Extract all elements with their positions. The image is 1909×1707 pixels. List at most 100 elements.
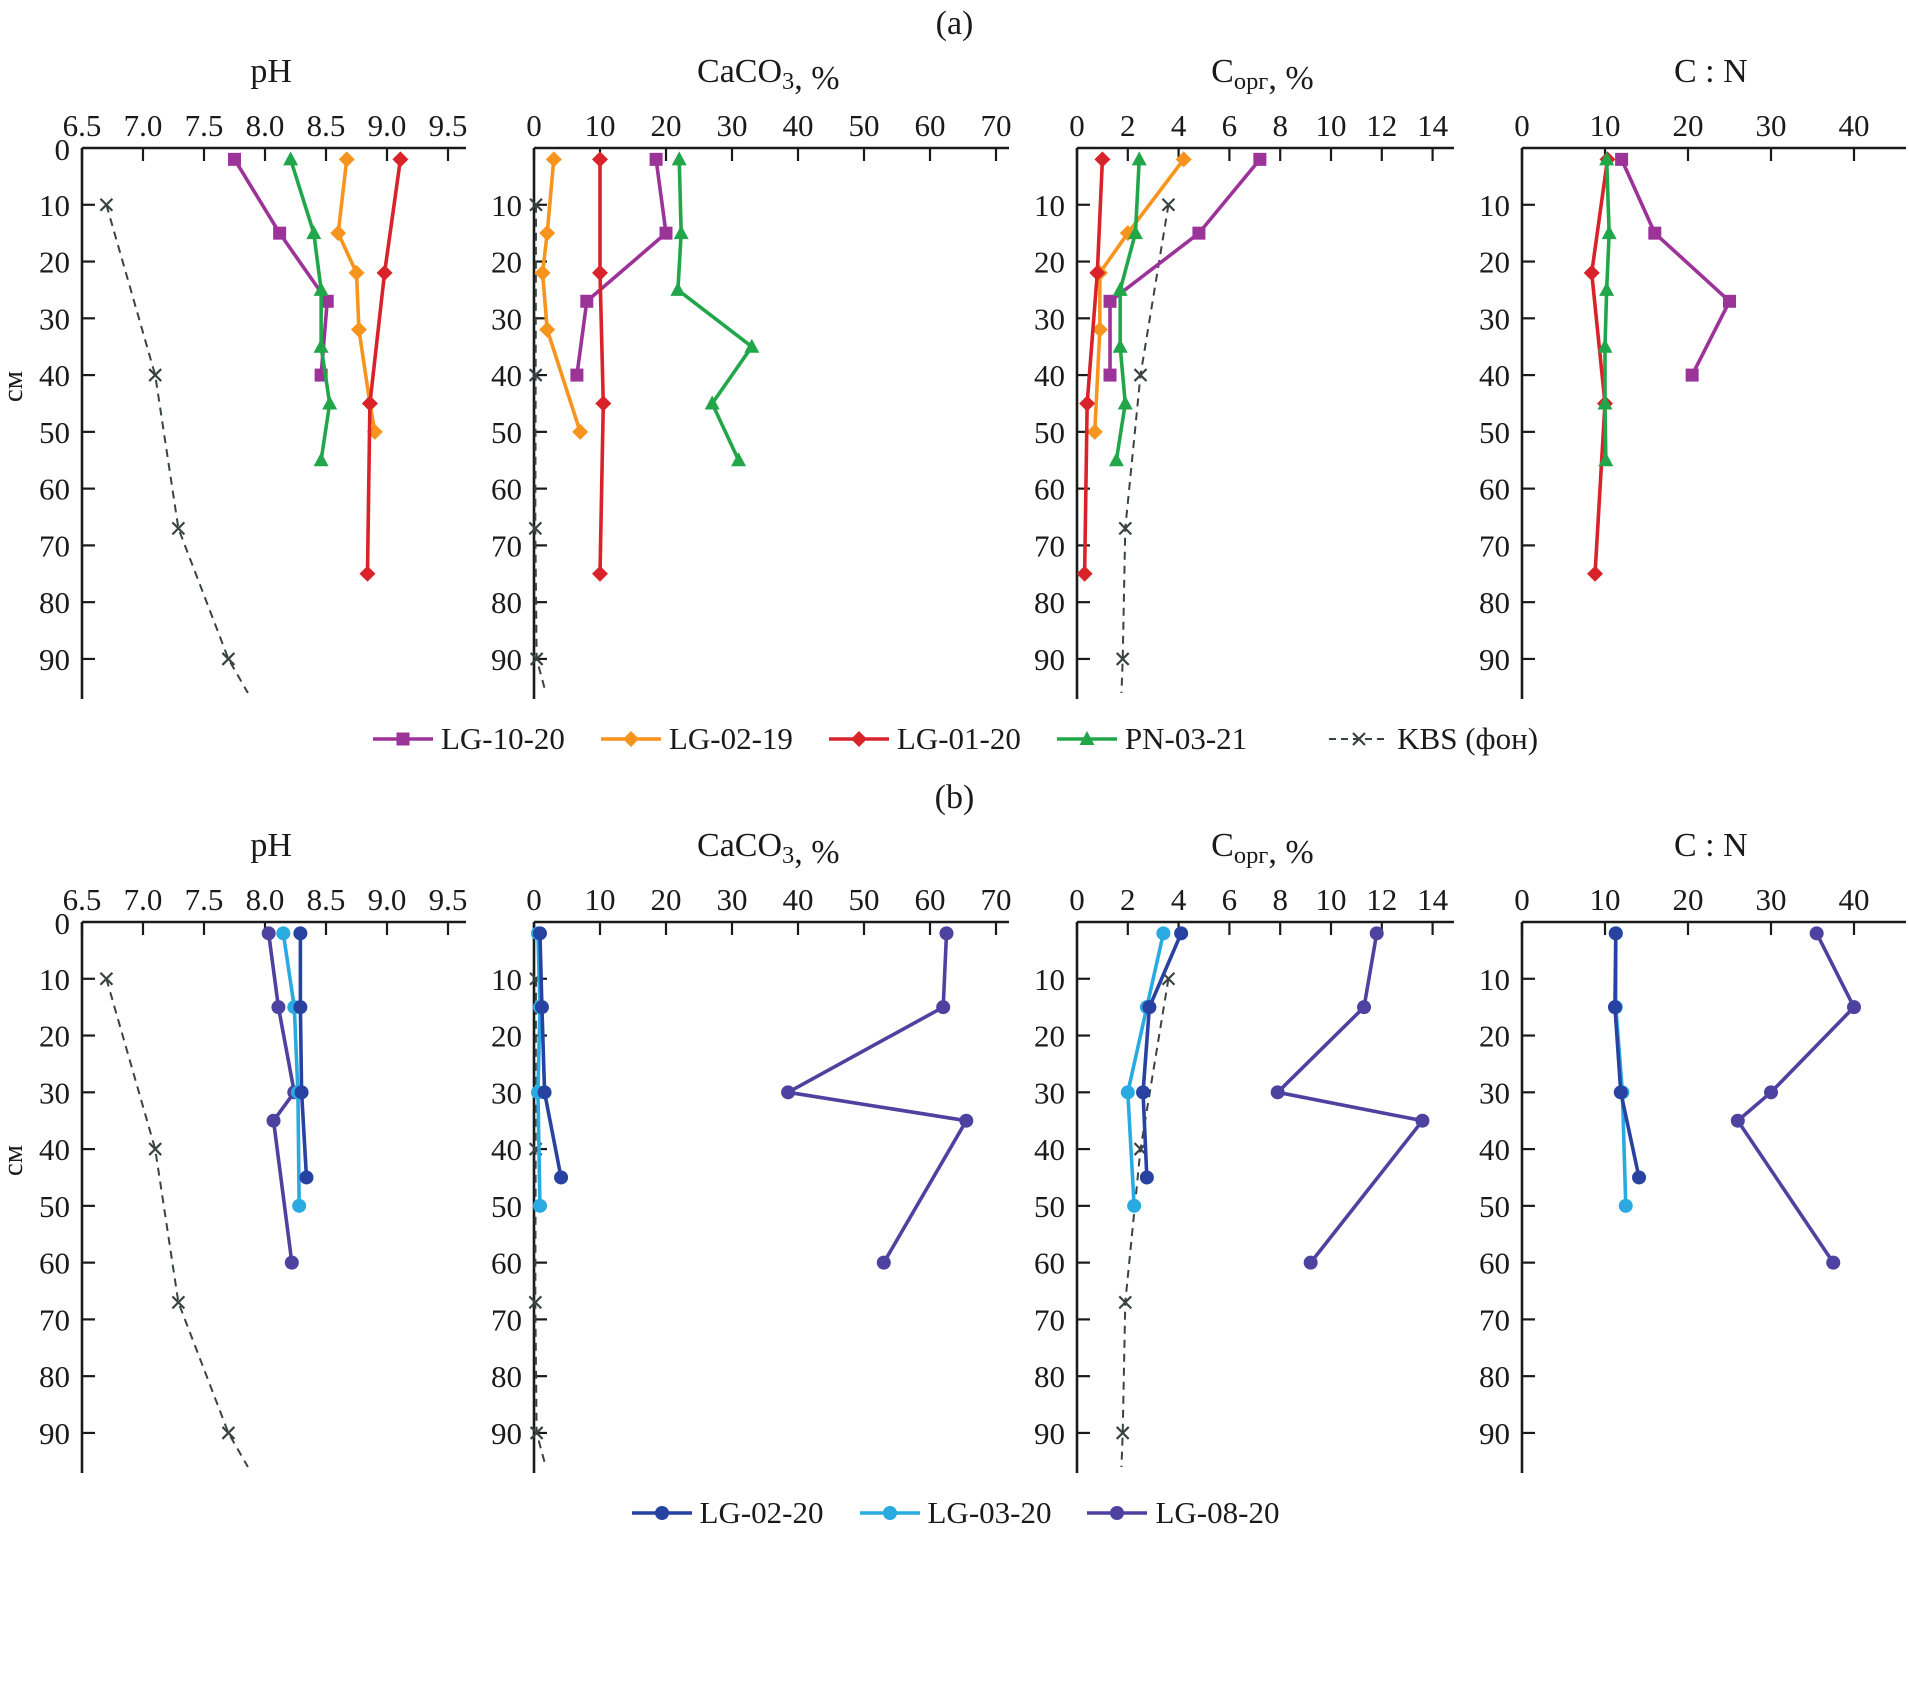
circle-marker-icon bbox=[1847, 1000, 1861, 1015]
circle-marker-icon bbox=[1357, 1000, 1372, 1015]
square-marker-icon bbox=[659, 226, 673, 240]
y-tick-label: 10 bbox=[1034, 188, 1065, 223]
circle-marker-icon bbox=[1826, 1255, 1841, 1270]
legend-label: LG-02-20 bbox=[699, 1495, 824, 1530]
x-marker-icon bbox=[221, 1426, 236, 1440]
series-line bbox=[1141, 932, 1183, 1178]
legend-label: LG-01-20 bbox=[896, 721, 1021, 756]
series-line bbox=[232, 158, 330, 376]
chart-title: Cорг, % bbox=[1211, 53, 1314, 97]
series-KBS (фон) bbox=[1115, 197, 1176, 694]
y-tick-label: 30 bbox=[39, 1075, 70, 1110]
triangle-marker-icon bbox=[313, 452, 329, 467]
circle-marker-icon bbox=[1174, 926, 1189, 941]
x-marker-icon bbox=[171, 521, 186, 536]
diamond-marker-icon bbox=[545, 151, 562, 168]
y-tick-label: 90 bbox=[1479, 1416, 1510, 1451]
diamond-marker-icon bbox=[592, 264, 608, 281]
diamond-marker-icon bbox=[1119, 225, 1136, 242]
panel-b-chart-row: pH 6.5 7.0 7.5 8.0 8.5 9.0 9.5 0 10 20 30 40 50 60 70 80… bbox=[0, 818, 1909, 1484]
square-marker-icon bbox=[1103, 294, 1117, 308]
triangle-marker-icon bbox=[322, 395, 338, 410]
y-tick-label: 60 bbox=[39, 1246, 70, 1281]
series-line bbox=[1613, 933, 1641, 1178]
series-line bbox=[1120, 204, 1170, 694]
y-tick-label: 40 bbox=[491, 1132, 522, 1167]
x-marker-icon bbox=[1352, 732, 1366, 746]
legend-item-PN-03-21: PN-03-21 bbox=[1055, 721, 1247, 757]
series-LG-02-20 bbox=[1607, 926, 1647, 1185]
triangle-marker-icon bbox=[1127, 225, 1143, 240]
y-tick-label: 40 bbox=[39, 358, 70, 393]
circle-marker-icon bbox=[654, 1506, 669, 1520]
series-PN-03-21 bbox=[283, 151, 338, 467]
legend-item-LG-08-20: LG-08-20 bbox=[1085, 1495, 1279, 1531]
y-tick-label: 40 bbox=[1034, 1132, 1065, 1167]
series-line bbox=[336, 159, 377, 433]
x-tick-label: 9.0 bbox=[368, 108, 407, 143]
x-tick-label: 10 bbox=[585, 108, 616, 143]
diamond-marker-icon bbox=[572, 423, 589, 440]
y-tick-label: 70 bbox=[39, 1302, 70, 1337]
y-tick-label: 50 bbox=[491, 1189, 522, 1224]
triangle-marker-icon bbox=[670, 281, 686, 296]
y-tick-label: 30 bbox=[1479, 1075, 1510, 1110]
x-tick-label: 10 bbox=[1590, 882, 1621, 917]
triangle-marker-icon bbox=[1599, 151, 1615, 166]
x-tick-label: 40 bbox=[783, 882, 814, 917]
x-tick-label: 9.0 bbox=[368, 882, 407, 917]
y-tick-label: 70 bbox=[39, 528, 70, 563]
y-tick-label: 50 bbox=[1479, 1189, 1510, 1224]
panel-b-label: (b) bbox=[934, 779, 975, 816]
triangle-marker-icon bbox=[1117, 395, 1133, 410]
y-tick-label: 20 bbox=[39, 245, 70, 280]
circle-marker-icon bbox=[882, 1506, 897, 1520]
y-tick-label: 50 bbox=[491, 415, 522, 450]
x-tick-label: 0 bbox=[1069, 108, 1085, 143]
circle-marker-icon bbox=[1270, 1085, 1285, 1100]
y-tick-label: 50 bbox=[39, 415, 70, 450]
diamond-marker-icon bbox=[850, 731, 867, 747]
x-tick-label: 2 bbox=[1120, 882, 1136, 917]
circle-marker-icon bbox=[876, 1255, 891, 1270]
x-tick-label: 12 bbox=[1366, 882, 1397, 917]
legend-marker-icon bbox=[600, 731, 661, 747]
x-tick-label: 4 bbox=[1171, 882, 1187, 917]
circle-marker-icon bbox=[959, 1113, 974, 1128]
y-tick-label: 80 bbox=[1034, 585, 1065, 620]
triangle-marker-icon bbox=[1601, 225, 1617, 240]
x-tick-label: 30 bbox=[1756, 108, 1787, 143]
series-line bbox=[288, 158, 332, 461]
y-tick-label: 50 bbox=[1479, 415, 1510, 450]
triangle-marker-icon bbox=[1598, 452, 1614, 467]
triangle-marker-icon bbox=[313, 281, 329, 296]
x-tick-label: 10 bbox=[585, 882, 616, 917]
square-marker-icon bbox=[1685, 368, 1699, 382]
circle-marker-icon bbox=[1369, 926, 1384, 941]
circle-marker-icon bbox=[1608, 926, 1623, 941]
diamond-marker-icon bbox=[1089, 264, 1106, 281]
square-marker-icon bbox=[1192, 226, 1206, 240]
diamond-marker-icon bbox=[1086, 423, 1103, 440]
legend-marker-icon bbox=[1087, 1506, 1148, 1520]
chart-title: C : N bbox=[1674, 827, 1748, 864]
x-tick-label: 40 bbox=[1839, 108, 1870, 143]
circle-marker-icon bbox=[293, 926, 308, 941]
circle-marker-icon bbox=[1730, 1113, 1745, 1128]
series-LG-02-20 bbox=[293, 926, 314, 1185]
diamond-marker-icon bbox=[1175, 151, 1192, 168]
x-tick-label: 6.5 bbox=[63, 882, 102, 917]
y-tick-label: 20 bbox=[491, 1019, 522, 1054]
legend-marker-icon bbox=[1329, 732, 1390, 746]
series-line bbox=[676, 159, 754, 461]
triangle-marker-icon bbox=[283, 151, 299, 166]
legend-marker-icon bbox=[859, 1506, 920, 1520]
y-tick-label: 30 bbox=[1034, 301, 1065, 336]
series-line bbox=[538, 933, 563, 1178]
diamond-marker-icon bbox=[592, 151, 608, 168]
y-tick-label: 0 bbox=[55, 132, 71, 167]
circle-marker-icon bbox=[293, 1000, 308, 1015]
series-line bbox=[365, 159, 403, 574]
triangle-marker-icon bbox=[1079, 731, 1095, 745]
y-tick-label: 10 bbox=[491, 188, 522, 223]
